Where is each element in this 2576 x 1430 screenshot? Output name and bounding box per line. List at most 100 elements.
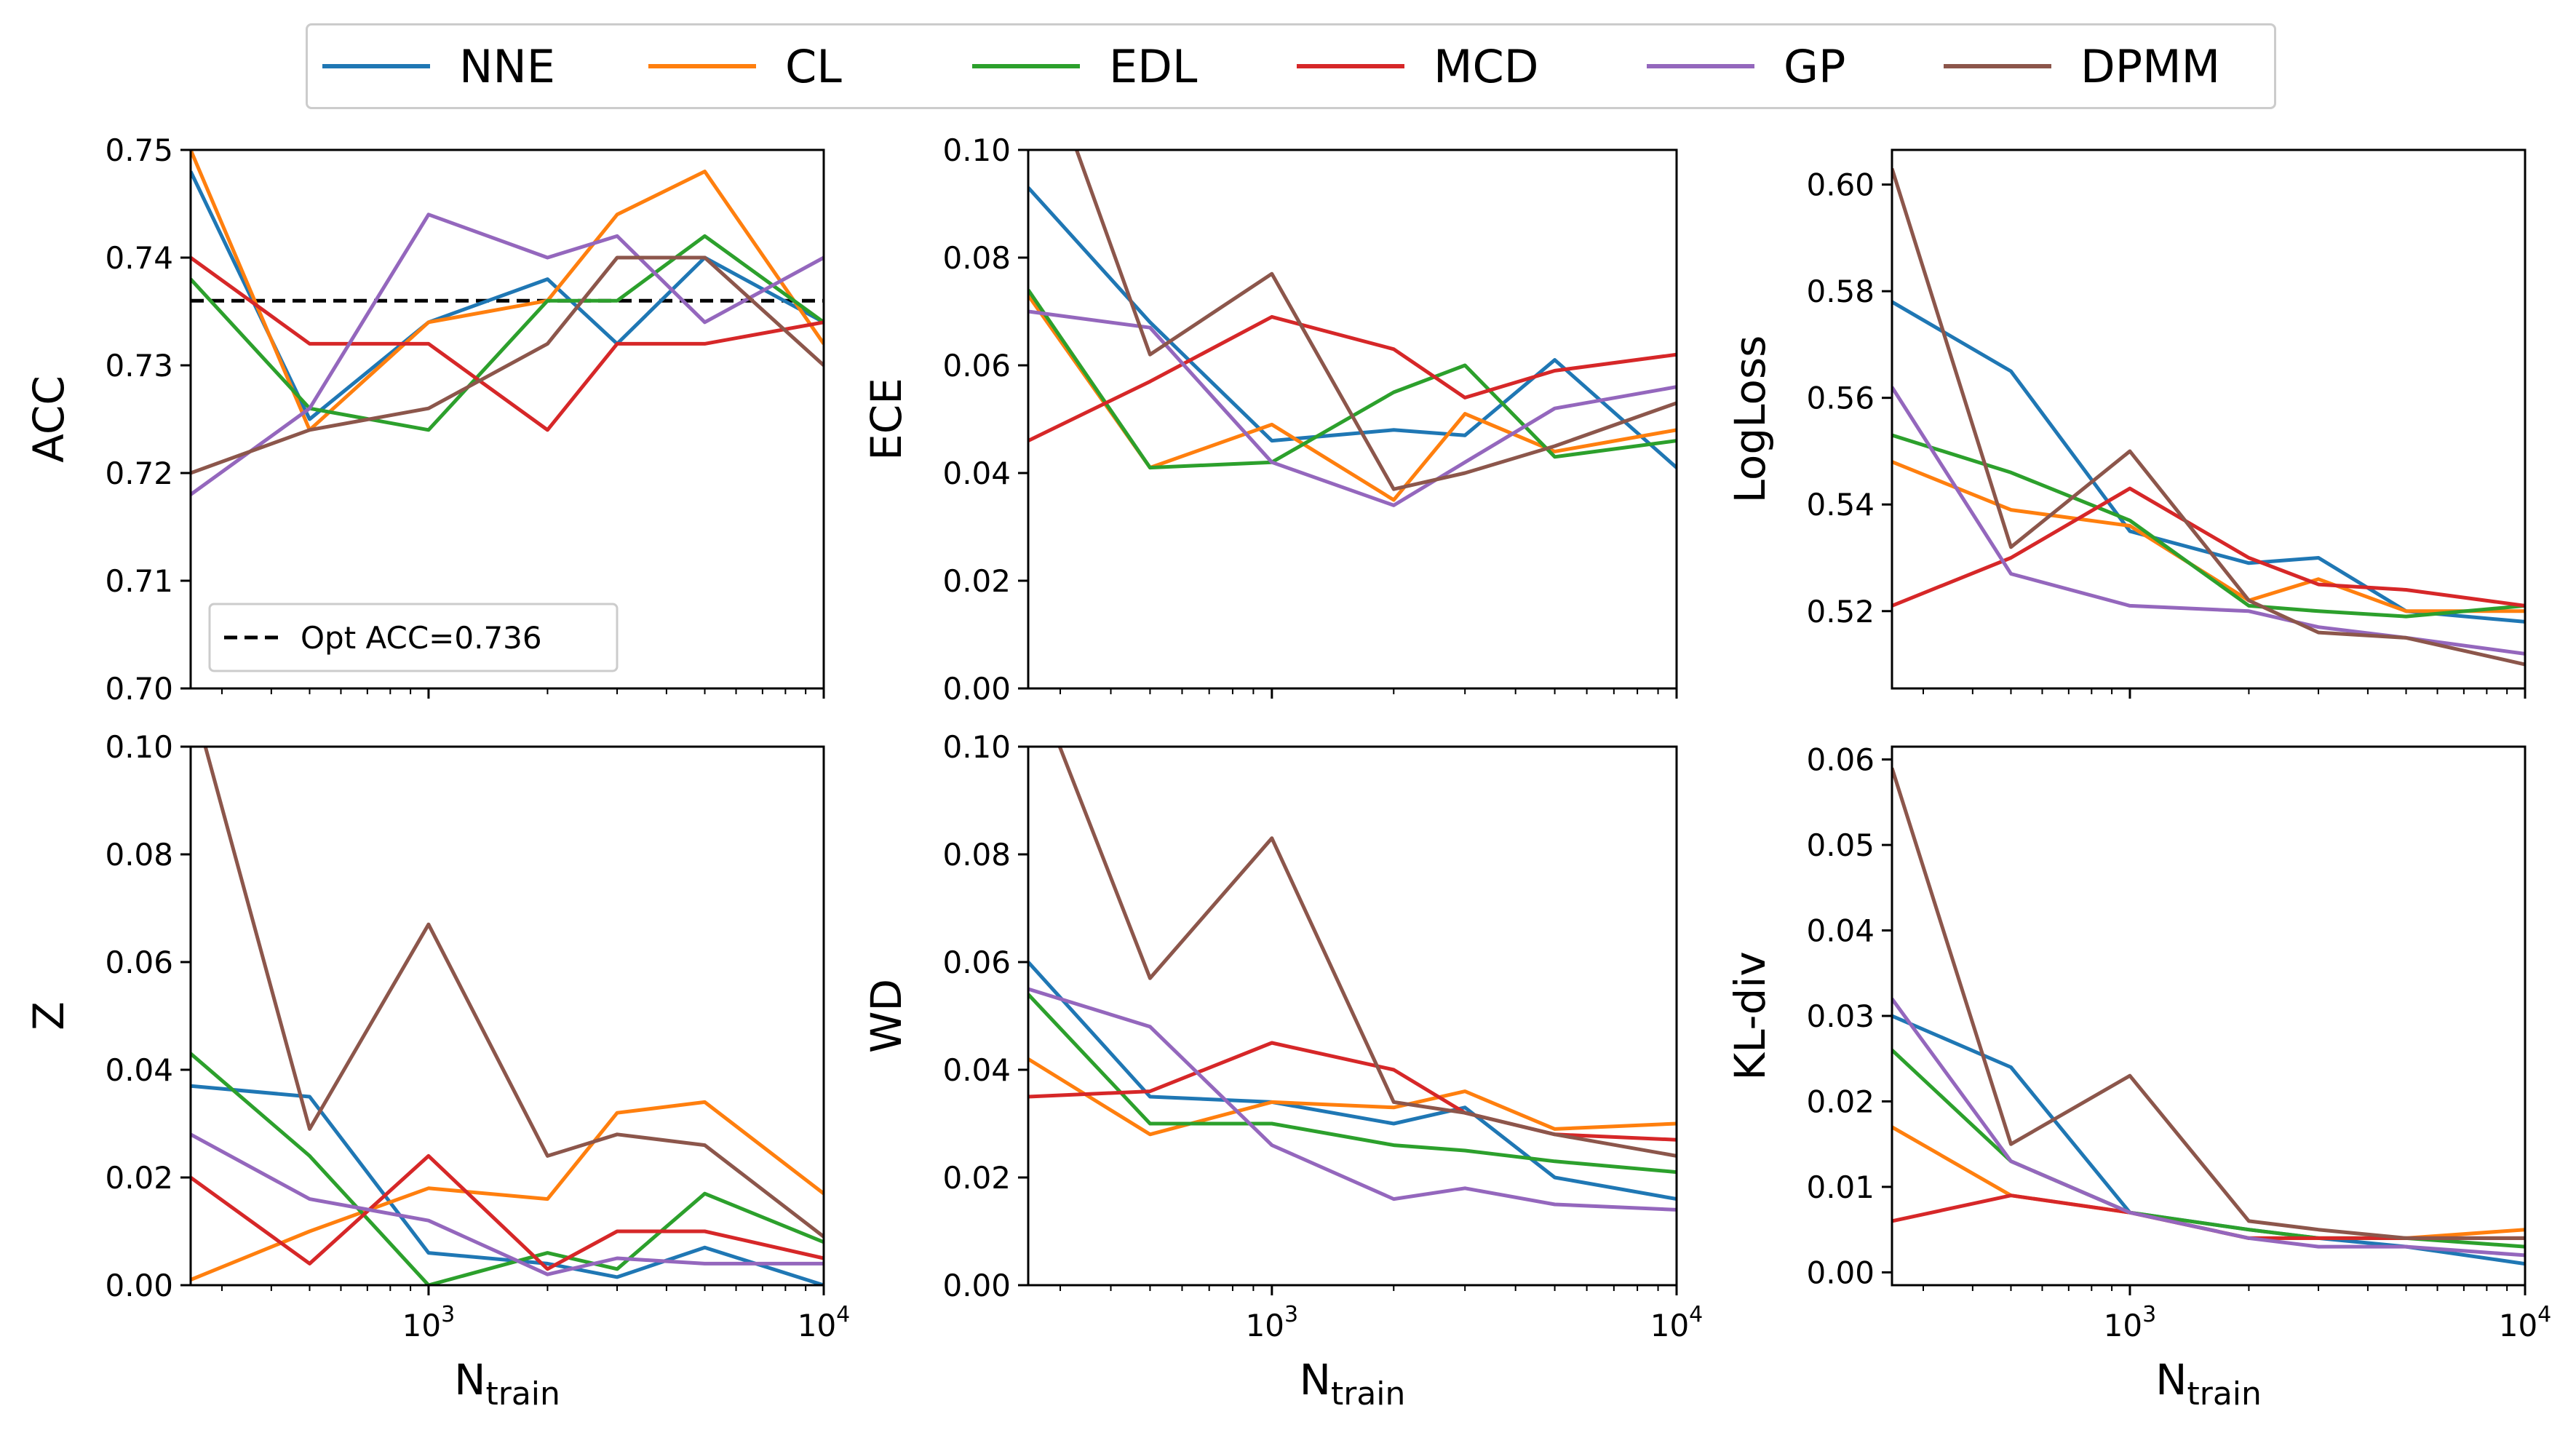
chart-panel-acc: 0.70 0.71 0.72 0.73 0.74 0.75 ACC Opt ACC=0.736 <box>24 132 825 707</box>
y-tick-label: 0.54 <box>1806 487 1875 523</box>
y-axis-label: ECE <box>862 378 911 461</box>
series-group <box>1892 167 2525 667</box>
y-tick-label: 0.05 <box>1806 827 1875 863</box>
y-axis-label: LogLoss <box>1725 335 1775 504</box>
series-line-cl <box>1028 1057 1677 1137</box>
y-tick-label: 0.70 <box>105 671 173 707</box>
y-tick-label: 0.04 <box>105 1052 173 1088</box>
series-line-dpmm <box>1074 150 1677 491</box>
series-line-mcd <box>1028 1041 1677 1142</box>
y-tick-label: 0.72 <box>105 456 173 491</box>
y-tick-label: 0.10 <box>942 729 1011 765</box>
series-line-nne <box>1028 961 1677 1201</box>
y-tick-label: 0.73 <box>105 348 173 384</box>
y-tick-label: 0.04 <box>942 1052 1011 1088</box>
y-tick-label: 0.02 <box>942 1160 1011 1196</box>
y-tick-label: 0.01 <box>1806 1169 1875 1205</box>
legend-swatch <box>1297 64 1404 68</box>
series-line-cl <box>1892 1125 2525 1240</box>
legend-swatch <box>648 64 756 68</box>
y-tick-label: 0.08 <box>942 240 1011 276</box>
y-tick-label: 0.60 <box>1806 167 1875 203</box>
y-tick-label: 0.52 <box>1806 594 1875 629</box>
y-tick-label: 0.06 <box>105 945 173 980</box>
series-line-edl <box>191 1052 824 1285</box>
series-group <box>191 150 824 496</box>
series-line-mcd <box>191 255 824 432</box>
legend-label: MCD <box>1434 39 1539 93</box>
legend-swatch <box>322 64 430 68</box>
axes-frame <box>189 745 825 1287</box>
y-tick-label: 0.71 <box>105 563 173 599</box>
y-tick-label: 0.06 <box>942 945 1011 980</box>
x-tick-label: 104 <box>798 1302 851 1343</box>
series-line-dpmm <box>1892 167 2525 667</box>
y-tick-label: 0.03 <box>1806 998 1875 1034</box>
legend-label: GP <box>1784 39 1846 93</box>
series-line-mcd <box>191 1153 824 1271</box>
y-tick-label: 0.06 <box>1806 742 1875 778</box>
series-line-edl <box>1028 993 1677 1175</box>
legend-item-edl: EDL <box>972 25 1197 107</box>
legend: NNE CL EDL MCD GP DPMM <box>306 23 2276 109</box>
y-tick-label: 0.10 <box>105 729 173 765</box>
series-group <box>1892 767 2525 1266</box>
legend-item-mcd: MCD <box>1297 25 1539 107</box>
x-tick-label: 103 <box>1246 1302 1299 1343</box>
chart-panel-wd: 0.00 0.02 0.04 0.06 0.08 0.10 103 104 WD Ntrain <box>862 729 1704 1413</box>
legend-label: DPMM <box>2080 39 2221 93</box>
reference-legend-box <box>208 603 619 672</box>
legend-label: EDL <box>1109 39 1198 93</box>
y-axis-label: Z <box>24 1001 73 1030</box>
y-tick-label: 0.00 <box>942 671 1011 707</box>
y-tick-label: 0.74 <box>105 240 173 276</box>
x-tick-label: 104 <box>1650 1302 1704 1343</box>
y-tick-label: 0.02 <box>105 1160 173 1196</box>
chart-panel-z: 0.00 0.02 0.04 0.06 0.08 0.10 103 104 Z Ntrain <box>24 729 851 1413</box>
legend-item-gp: GP <box>1647 25 1845 107</box>
series-line-edl <box>1892 433 2525 619</box>
chart-panel-kl-div: 0.00 0.01 0.02 0.03 0.04 0.05 0.06 103 104 KL-div… <box>1725 742 2551 1413</box>
y-axis-label: WD <box>862 979 911 1053</box>
y-axis-label: KL-div <box>1725 951 1775 1081</box>
series-line-gp <box>1028 309 1677 507</box>
series-line-cl <box>191 1100 824 1282</box>
series-line-cl <box>191 150 824 432</box>
series-line-edl <box>1028 288 1677 470</box>
y-tick-label: 0.10 <box>942 132 1011 168</box>
axes-frame <box>1027 148 1678 690</box>
legend-item-cl: CL <box>648 25 842 107</box>
legend-swatch <box>1647 64 1754 68</box>
y-tick-label: 0.08 <box>105 837 173 873</box>
series-group <box>1028 150 1677 507</box>
series-group <box>191 747 824 1285</box>
chart-panel-logloss: 0.52 0.54 0.56 0.58 0.60 LogLoss <box>1725 148 2527 699</box>
y-tick-label: 0.56 <box>1806 381 1875 416</box>
series-line-dpmm <box>1057 747 1677 1158</box>
y-tick-label: 0.00 <box>942 1268 1011 1303</box>
x-tick-label: 104 <box>2499 1302 2552 1343</box>
series-line-gp <box>191 1132 824 1276</box>
series-line-dpmm <box>203 747 824 1239</box>
y-tick-label: 0.04 <box>942 456 1011 491</box>
series-line-nne <box>1028 186 1677 469</box>
series-line-dpmm <box>191 255 824 475</box>
series-line-mcd <box>1892 1193 2525 1240</box>
legend-swatch <box>972 64 1080 68</box>
y-tick-label: 0.75 <box>105 132 173 168</box>
reference-legend-label: Opt ACC=0.736 <box>301 620 542 656</box>
y-tick-label: 0.02 <box>942 563 1011 599</box>
x-tick-label: 103 <box>402 1302 456 1343</box>
series-line-mcd <box>1892 486 2525 608</box>
series-line-mcd <box>1028 314 1677 442</box>
chart-panel-ece: 0.00 0.02 0.04 0.06 0.08 0.10 ECE <box>862 132 1678 707</box>
series-line-edl <box>1892 1049 2525 1249</box>
x-axis-label: Ntrain <box>1300 1355 1406 1413</box>
y-tick-label: 0.00 <box>105 1268 173 1303</box>
legend-item-dpmm: DPMM <box>1944 25 2220 107</box>
series-line-gp <box>191 212 824 496</box>
y-tick-label: 0.06 <box>942 348 1011 384</box>
axes-frame <box>1891 148 2527 690</box>
series-line-nne <box>191 1084 824 1285</box>
x-axis-label: Ntrain <box>2155 1355 2262 1413</box>
